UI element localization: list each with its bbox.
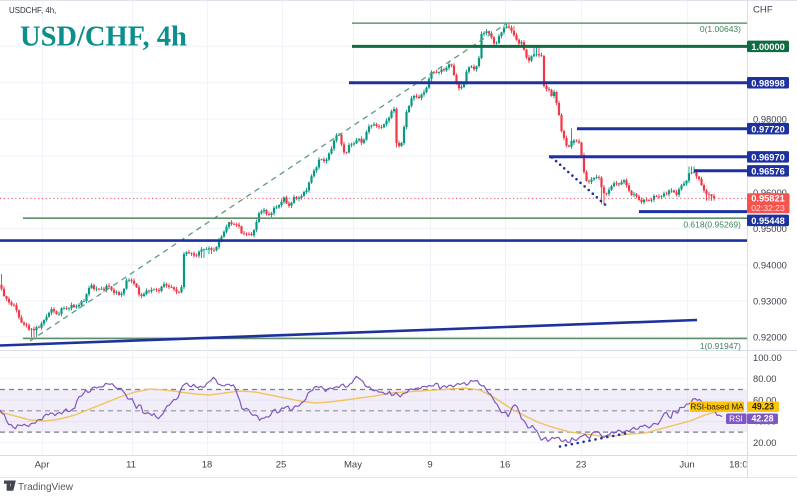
svg-text:18: 18 (202, 460, 213, 471)
svg-text:0.95448: 0.95448 (751, 216, 785, 226)
svg-text:CHF: CHF (753, 5, 773, 16)
svg-text:0.98998: 0.98998 (751, 78, 785, 88)
svg-text:20.00: 20.00 (753, 437, 776, 448)
svg-text:16: 16 (500, 460, 511, 471)
svg-text:RSI: RSI (729, 415, 743, 424)
svg-text:23: 23 (576, 460, 587, 471)
svg-text:0(1.00643): 0(1.00643) (700, 24, 741, 34)
svg-text:Apr: Apr (35, 460, 50, 471)
svg-text:60.00: 60.00 (753, 394, 776, 405)
svg-text:80.00: 80.00 (753, 373, 776, 384)
svg-text:0.96576: 0.96576 (751, 166, 785, 176)
svg-text:RSI-based MA: RSI-based MA (690, 403, 744, 412)
svg-text:0.94000: 0.94000 (753, 259, 787, 270)
svg-text:11: 11 (126, 460, 136, 471)
svg-text:100.00: 100.00 (753, 352, 782, 363)
svg-text:9: 9 (427, 460, 432, 471)
svg-text:0.93000: 0.93000 (753, 295, 787, 306)
svg-text:0.95821: 0.95821 (751, 194, 785, 204)
svg-text:USDCHF, 4h,: USDCHF, 4h, (9, 6, 56, 15)
svg-text:1(0.91947): 1(0.91947) (700, 341, 741, 351)
svg-text:0.96000: 0.96000 (753, 187, 787, 198)
svg-text:0.618(0.95269): 0.618(0.95269) (683, 220, 741, 230)
svg-text:25: 25 (276, 460, 287, 471)
svg-text:0.95000: 0.95000 (753, 223, 787, 234)
svg-text:0.96970: 0.96970 (751, 152, 785, 162)
svg-text:49.23: 49.23 (752, 402, 774, 412)
svg-text:0.92000: 0.92000 (753, 331, 787, 342)
svg-text:02:32:23: 02:32:23 (751, 203, 785, 213)
svg-text:42.28: 42.28 (751, 414, 773, 424)
svg-text:18:00: 18:00 (729, 460, 753, 471)
svg-text:0.98000: 0.98000 (753, 113, 787, 124)
svg-text:0.97720: 0.97720 (751, 124, 785, 134)
svg-text:1.00000: 1.00000 (751, 42, 785, 52)
svg-text:TradingView: TradingView (18, 482, 74, 493)
svg-text:Jun: Jun (679, 460, 694, 471)
svg-text:May: May (344, 460, 362, 471)
svg-text:USD/CHF, 4h: USD/CHF, 4h (20, 22, 187, 53)
